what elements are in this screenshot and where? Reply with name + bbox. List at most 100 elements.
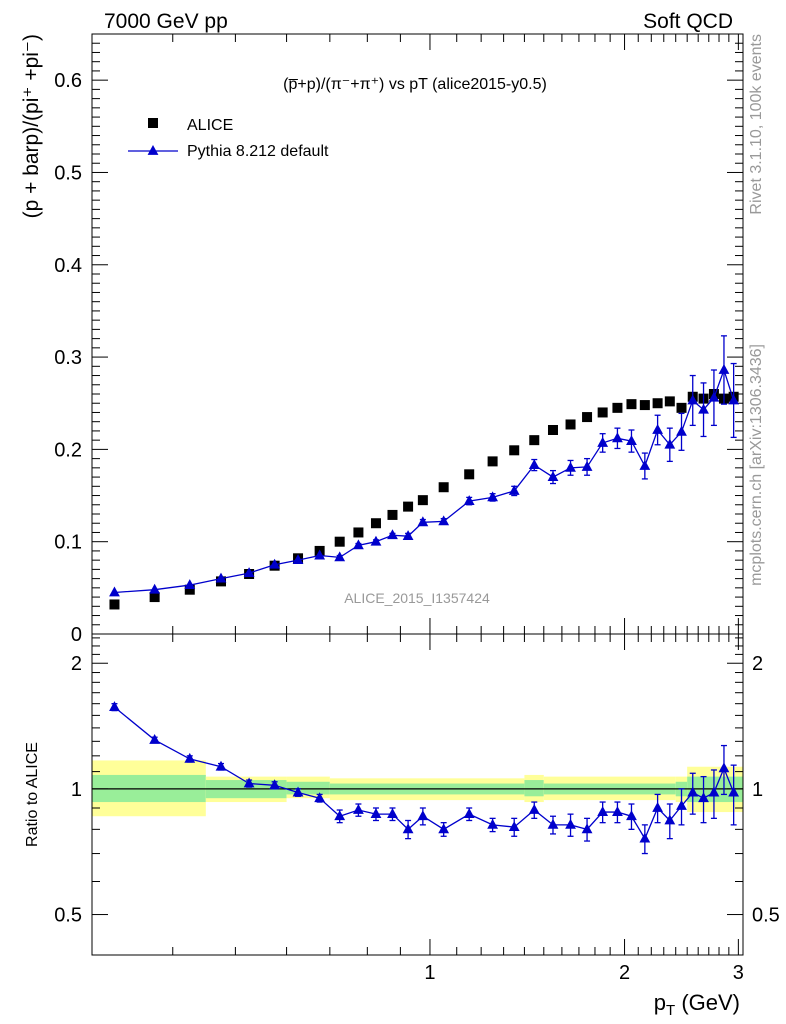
uncertainty-band-inner-4 — [524, 780, 544, 797]
ratio-frame — [91, 633, 744, 956]
ratio-point-3 — [215, 760, 227, 771]
ratio-point-20 — [565, 818, 576, 829]
ratio-point-14 — [438, 823, 450, 834]
ratio-point-25 — [639, 832, 651, 843]
ratio-point-32 — [718, 762, 730, 773]
ratio-point-23 — [612, 806, 623, 816]
pythia-point-4 — [243, 567, 255, 577]
pythia-point-2 — [184, 579, 196, 589]
legend-pythia-label: Pythia 8.212 default — [187, 143, 329, 160]
ratio-point-26 — [652, 801, 664, 812]
alice-point-28 — [676, 402, 687, 413]
pythia-point-5 — [269, 558, 281, 569]
pythia-point-28 — [676, 425, 687, 436]
ratio-point-27 — [664, 814, 676, 825]
pythia-point-6 — [292, 554, 304, 565]
x-tick-label-3: 3 — [733, 962, 744, 984]
ratio-y-axis-title: Ratio to ALICE — [24, 742, 41, 847]
ratio-point-6 — [292, 786, 304, 797]
alice-point-23 — [612, 402, 623, 413]
ratio-y-tick-label-0: 0.5 — [54, 905, 82, 927]
x-axis-title: pT (GeV) — [654, 990, 740, 1019]
alice-point-17 — [509, 445, 520, 456]
ratio-point-22 — [597, 806, 609, 816]
pythia-point-25 — [639, 460, 651, 470]
main-y-tick-label-0: 0 — [71, 624, 82, 646]
ratio-point-0 — [109, 701, 120, 712]
alice-point-8 — [334, 536, 345, 547]
pythia-point-31 — [708, 391, 720, 402]
ratio-y-tick-label-2: 2 — [71, 653, 82, 675]
ratio-point-24 — [626, 810, 637, 821]
alice-point-18 — [529, 435, 540, 446]
ratio-point-16 — [487, 818, 499, 829]
pythia-point-9 — [353, 539, 364, 550]
header-left-label: 7000 GeV pp — [104, 10, 228, 33]
main-y-tick-label-5: 0.5 — [54, 162, 82, 184]
ratio-y-tick-label-right-0: 0.5 — [752, 905, 780, 927]
main-chart-title: (p̅+p)/(π⁻+π⁺) vs pT (alice2015-y0.5) — [283, 76, 547, 93]
ratio-point-9 — [353, 804, 364, 814]
alice-point-12 — [403, 501, 414, 512]
ratio-point-7 — [314, 792, 326, 803]
pythia-point-18 — [528, 459, 540, 469]
pythia-point-29 — [687, 394, 699, 405]
ratio-point-10 — [370, 808, 382, 819]
pythia-point-0 — [109, 586, 120, 597]
pythia-point-26 — [652, 424, 664, 434]
pythia-point-3 — [215, 572, 227, 583]
main-y-tick-label-6: 0.6 — [54, 70, 82, 92]
pythia-point-30 — [698, 403, 709, 414]
alice-point-14 — [438, 482, 449, 493]
ratio-point-33 — [728, 786, 740, 797]
ratio-point-11 — [387, 808, 398, 819]
alice-point-15 — [464, 469, 475, 480]
pythia-point-17 — [508, 484, 520, 495]
pythia-point-33 — [728, 394, 740, 405]
x-tick-label-2: 2 — [619, 962, 630, 984]
alice-point-16 — [487, 456, 498, 467]
ratio-point-2 — [184, 752, 196, 763]
ratio-line — [114, 706, 735, 841]
ratio-point-19 — [547, 818, 559, 829]
pythia-point-32 — [718, 364, 730, 374]
alice-point-21 — [582, 412, 593, 423]
ratio-point-21 — [581, 823, 593, 834]
ratio-point-17 — [508, 821, 520, 831]
side-label-bottom: mcplots.cern.ch [arXiv:1306.3436] — [748, 344, 765, 586]
alice-point-27 — [664, 396, 675, 407]
legend-pythia-marker — [147, 145, 159, 155]
pythia-point-11 — [387, 529, 398, 540]
ratio-y-tick-label-right-1: 1 — [752, 779, 763, 801]
ratio-point-1 — [149, 733, 161, 744]
watermark: ALICE_2015_I1357424 — [344, 590, 490, 606]
main-panel: 0 0.1 0.2 0.3 0.4 0.5 0.6 (p + barp)/(pi⁺ +pi⁻)… — [20, 33, 744, 646]
alice-point-24 — [626, 399, 637, 410]
pythia-point-19 — [547, 471, 559, 481]
pythia-point-16 — [487, 491, 499, 502]
alice-point-11 — [387, 509, 398, 520]
ratio-point-4 — [243, 777, 255, 788]
pythia-point-23 — [612, 432, 623, 443]
ratio-point-15 — [463, 808, 475, 819]
ratio-point-8 — [334, 810, 346, 821]
ratio-point-31 — [708, 786, 720, 797]
pythia-point-15 — [463, 495, 475, 505]
main-y-tick-label-1: 0.1 — [54, 532, 82, 554]
x-tick-label-1: 1 — [424, 962, 435, 984]
pythia-point-24 — [626, 435, 637, 445]
ratio-panel: 1 2 3 pT (GeV) 0.5 0.5 1 1 2 2 Ratio to ALICE — [24, 633, 780, 1019]
ratio-point-28 — [676, 799, 687, 810]
header-right-label: Soft QCD — [643, 10, 733, 33]
main-y-tick-label-4: 0.4 — [54, 255, 82, 277]
pythia-line — [114, 367, 735, 594]
alice-point-25 — [639, 400, 650, 411]
alice-point-20 — [565, 419, 576, 430]
ratio-point-18 — [528, 804, 540, 814]
ratio-point-12 — [402, 823, 414, 834]
legend-alice-label: ALICE — [187, 117, 233, 134]
pythia-point-20 — [565, 461, 576, 472]
pythia-point-21 — [581, 460, 593, 471]
pythia-point-27 — [664, 438, 676, 449]
